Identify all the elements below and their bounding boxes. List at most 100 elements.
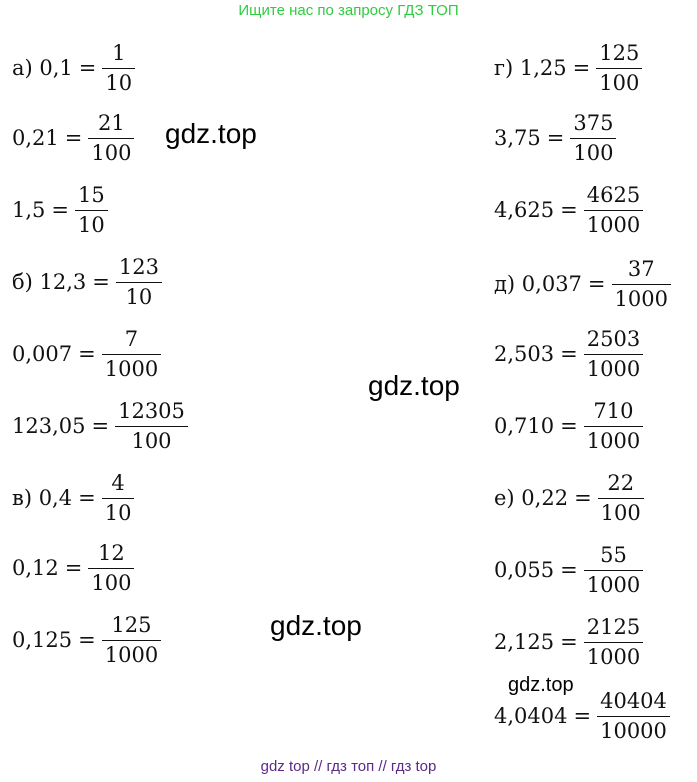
numerator: 4625: [586, 182, 641, 207]
equals-sign: =: [78, 628, 96, 652]
denominator: 100: [570, 137, 617, 164]
numerator: 2125: [586, 614, 641, 639]
equals-sign: =: [78, 486, 96, 510]
equals-sign: =: [587, 272, 606, 296]
numerator: 22: [607, 470, 635, 495]
decimal-value: 123,05: [12, 414, 86, 438]
equation-g-2: 3,75 = 375 100: [494, 102, 617, 174]
fraction: 2125 1000: [583, 614, 644, 668]
decimal-value: 4,625: [494, 198, 555, 222]
denominator: 1000: [101, 639, 162, 666]
equation-v-3: 0,125 = 125 1000: [12, 604, 162, 676]
fraction: 12305 100: [115, 398, 188, 452]
fraction: 125 1000: [101, 612, 162, 666]
equals-sign: =: [560, 198, 578, 222]
numerator: 55: [600, 542, 627, 567]
denominator: 1000: [583, 569, 644, 596]
denominator: 10: [115, 281, 162, 308]
denominator: 10: [101, 497, 135, 524]
denominator: 1000: [583, 425, 644, 452]
denominator: 100: [596, 67, 643, 94]
fraction: 7 1000: [101, 326, 162, 380]
fraction: 375 100: [570, 110, 617, 164]
fraction: 4 10: [101, 470, 135, 524]
denominator: 10: [75, 209, 108, 236]
fraction: 22 100: [597, 470, 644, 524]
fraction: 123 10: [115, 254, 162, 308]
decimal-value: 0,710: [494, 414, 555, 438]
equation-g-3: 4,625 = 4625 1000: [494, 174, 644, 246]
numerator: 375: [573, 110, 614, 135]
equals-sign: =: [573, 704, 592, 728]
decimal-value: г) 1,25: [494, 56, 567, 80]
equals-sign: =: [560, 414, 578, 438]
decimal-value: 0,007: [12, 342, 73, 366]
equation-v-1: в) 0,4 = 4 10: [12, 462, 135, 534]
denominator: 1000: [611, 283, 671, 310]
equals-sign: =: [572, 56, 591, 80]
denominator: 1000: [101, 353, 162, 380]
site-watermark: gdz.top: [270, 610, 362, 641]
fraction: 710 1000: [583, 398, 644, 452]
denominator: 10: [102, 67, 136, 94]
numerator: 37: [627, 256, 655, 281]
numerator: 710: [593, 398, 634, 423]
denominator: 100: [115, 425, 188, 452]
fraction: 2503 1000: [583, 328, 644, 380]
denominator: 1000: [583, 641, 644, 668]
numerator: 123: [118, 254, 159, 279]
decimal-value: 0,125: [12, 628, 73, 652]
denominator: 100: [88, 137, 135, 164]
numerator: 21: [98, 110, 125, 135]
equals-sign: =: [574, 486, 592, 510]
denominator: 1000: [583, 353, 644, 380]
denominator: 1000: [583, 209, 644, 236]
equals-sign: =: [91, 414, 110, 438]
equals-sign: =: [92, 270, 110, 294]
numerator: 4: [111, 470, 125, 495]
decimal-value: а) 0,1: [12, 56, 73, 80]
search-hint-banner: Ищите нас по запросу ГДЗ ТОП: [238, 2, 459, 19]
equation-d-2: 2,503 = 2503 1000: [494, 318, 644, 390]
decimal-value: 2,503: [494, 342, 555, 366]
site-watermark: gdz.top: [368, 370, 460, 401]
decimal-value: 2,125: [494, 630, 555, 654]
denominator: 10000: [597, 715, 670, 742]
site-watermark: gdz.top: [165, 118, 257, 149]
equation-d-1: д) 0,037 = 37 1000: [494, 248, 671, 320]
fraction: 55 1000: [583, 542, 644, 596]
numerator: 1: [112, 40, 126, 65]
numerator: 40404: [600, 688, 667, 713]
equals-sign: =: [546, 126, 565, 150]
fraction: 40404 10000: [597, 688, 670, 742]
numerator: 7: [124, 326, 139, 351]
decimal-value: 0,055: [494, 558, 555, 582]
numerator: 12305: [118, 398, 185, 423]
numerator: 12: [98, 540, 125, 565]
equals-sign: =: [560, 630, 578, 654]
footer-watermark: gdz top // гдз топ // гдз top: [260, 758, 437, 775]
denominator: 100: [88, 567, 135, 594]
equation-e-1: е) 0,22 = 22 100: [494, 462, 644, 534]
decimal-value: 0,21: [12, 126, 59, 150]
fraction: 15 10: [75, 182, 108, 236]
decimal-value: 1,5: [12, 198, 46, 222]
equals-sign: =: [64, 556, 83, 580]
equals-sign: =: [78, 56, 97, 80]
numerator: 125: [111, 612, 152, 637]
decimal-value: 3,75: [494, 126, 541, 150]
equation-e-2: 0,055 = 55 1000: [494, 534, 644, 606]
numerator: 15: [78, 182, 105, 207]
equation-a-3: 1,5 = 15 10: [12, 174, 108, 246]
fraction: 21 100: [88, 110, 135, 164]
equals-sign: =: [560, 342, 578, 366]
denominator: 100: [597, 497, 644, 524]
equals-sign: =: [64, 126, 83, 150]
equation-g-1: г) 1,25 = 125 100: [494, 32, 643, 104]
decimal-value: б) 12,3: [12, 270, 87, 294]
equation-b-2: 0,007 = 7 1000: [12, 318, 162, 390]
equation-a-1: а) 0,1 = 1 10: [12, 32, 136, 104]
equals-sign: =: [51, 198, 70, 222]
equation-e-3: 2,125 = 2125 1000: [494, 606, 644, 678]
equation-v-2: 0,12 = 12 100: [12, 532, 135, 604]
